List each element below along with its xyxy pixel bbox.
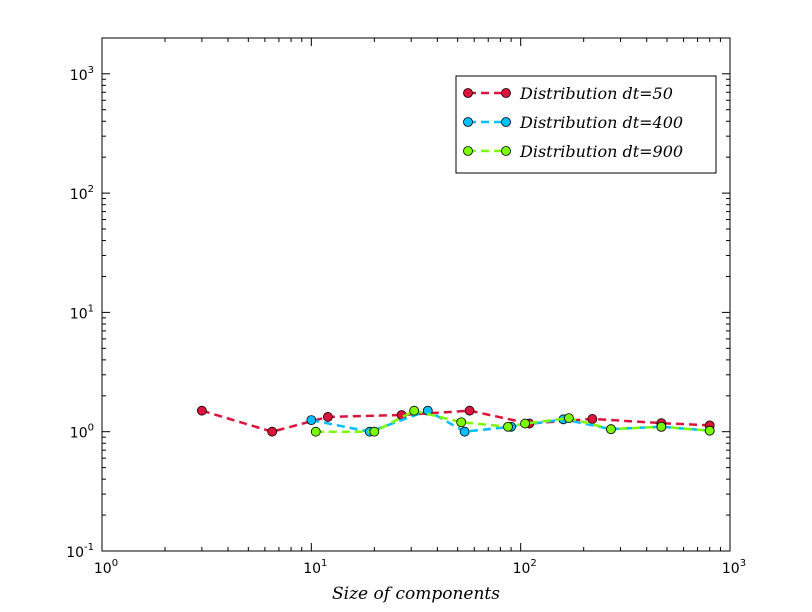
data-point xyxy=(464,405,475,416)
legend-marker xyxy=(463,88,473,98)
axes-frame xyxy=(101,37,731,552)
legend-label: Distribution dt=400 xyxy=(519,113,683,132)
y-tick-label: 102 xyxy=(70,184,94,203)
x-tick-label: 103 xyxy=(722,558,746,577)
legend-marker xyxy=(501,88,511,98)
legend-box xyxy=(455,75,717,174)
x-axis-label: Size of components xyxy=(332,584,500,604)
data-point xyxy=(503,421,513,432)
data-point xyxy=(606,424,616,435)
legend: Distribution dt=50 Distribution dt=400 Dis… xyxy=(455,75,717,174)
y-tick-label: 100 xyxy=(70,423,94,442)
x-tick-label: 102 xyxy=(513,558,537,577)
x-tick-label: 101 xyxy=(303,558,327,577)
legend-marker xyxy=(463,117,473,127)
data-point xyxy=(196,405,207,416)
legend-label: Distribution dt=50 xyxy=(519,84,673,103)
data-point xyxy=(310,426,321,437)
data-point xyxy=(704,425,715,436)
legend-marker xyxy=(501,117,511,127)
data-point xyxy=(587,414,598,424)
data-point xyxy=(306,415,317,426)
y-tick-label: 10-1 xyxy=(66,542,94,561)
legend-marker xyxy=(463,146,473,156)
y-tick-label: 101 xyxy=(70,303,94,322)
data-point xyxy=(459,426,470,437)
y-tick-label: 103 xyxy=(70,65,94,84)
data-point xyxy=(267,426,278,437)
data-point xyxy=(456,417,467,428)
data-point xyxy=(656,421,667,432)
data-layer xyxy=(196,405,715,437)
series-3 xyxy=(310,405,715,437)
x-tick-label: 100 xyxy=(94,558,118,577)
data-point xyxy=(520,418,531,429)
legend-marker xyxy=(501,146,511,156)
data-point xyxy=(564,413,574,424)
data-point xyxy=(323,412,333,422)
legend-label: Distribution dt=900 xyxy=(519,142,683,161)
series-line xyxy=(315,409,710,433)
data-point xyxy=(409,405,420,416)
data-point xyxy=(369,426,380,437)
series-line xyxy=(201,409,710,433)
